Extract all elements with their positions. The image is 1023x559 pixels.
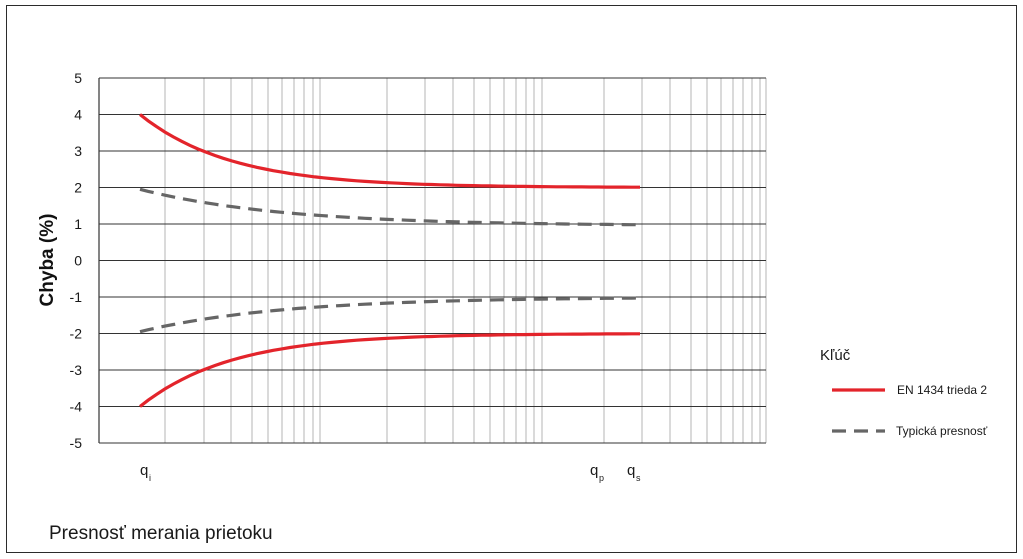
y-tick-label: 5 xyxy=(74,70,82,86)
y-tick-label: -4 xyxy=(70,399,83,415)
curves xyxy=(139,113,641,408)
x-marker-subscript: s xyxy=(636,473,641,483)
x-marker-subscript: p xyxy=(599,473,604,483)
series-limit-upper xyxy=(139,113,640,189)
y-tick-label: 3 xyxy=(74,143,82,159)
y-axis-label: Chyba (%) xyxy=(37,214,58,307)
y-tick-label: 0 xyxy=(74,253,82,269)
y-tick-label: 4 xyxy=(74,107,82,123)
legend-label-typical: Typická presnosť xyxy=(896,424,988,438)
legend-title: Kľúč xyxy=(820,347,851,364)
legend: Kľúč EN 1434 trieda 2 Typická presnosť xyxy=(820,347,988,438)
series-limit-lower xyxy=(139,332,640,408)
y-tick-label: -1 xyxy=(70,289,83,305)
series-typical-lower xyxy=(139,296,641,334)
legend-label-limit: EN 1434 trieda 2 xyxy=(897,383,987,397)
x-marker-label: q xyxy=(627,462,635,479)
y-tick-label: 1 xyxy=(74,216,82,232)
y-tick-label: -2 xyxy=(70,326,83,342)
x-marker-label: q xyxy=(590,462,598,479)
y-tick-label: -3 xyxy=(70,362,83,378)
y-tick-labels: 5 4 3 2 1 0 -1 -2 -3 -4 -5 xyxy=(70,70,83,451)
y-tick-label: 2 xyxy=(74,180,82,196)
x-marker-subscript: i xyxy=(149,473,151,483)
chart-caption: Presnosť merania prietoku xyxy=(49,523,273,544)
y-tick-label: -5 xyxy=(70,435,83,451)
grid xyxy=(98,77,767,444)
x-marker-label: q xyxy=(140,462,148,479)
series-typical-upper xyxy=(139,187,640,227)
